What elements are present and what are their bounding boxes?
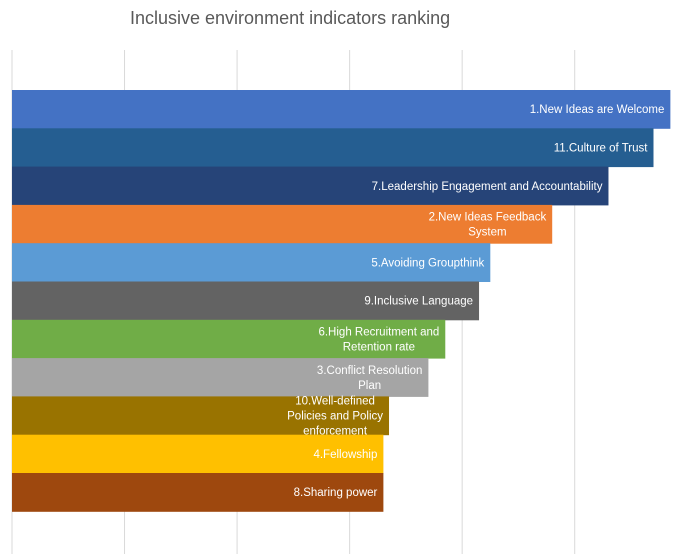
- bar-label: 6.High Recruitment and Retention rate: [318, 326, 439, 353]
- bar-label: 3.Conflict Resolution Plan: [317, 365, 422, 392]
- bar-label: 7.Leadership Engagement and Accountabili…: [372, 181, 603, 193]
- bar-label: 1.New Ideas are Welcome: [530, 104, 665, 116]
- bar-label: 4.Fellowship: [313, 449, 377, 461]
- bar-label: 9.Inclusive Language: [364, 296, 473, 308]
- bar: [12, 473, 384, 512]
- bar: [12, 434, 384, 474]
- bar-labels: 1.New Ideas are Welcome 11.Culture of Tru…: [287, 104, 664, 499]
- bar-label: 2.New Ideas Feedback System: [429, 212, 547, 239]
- bar: [12, 358, 429, 397]
- bar: [12, 243, 491, 282]
- bar: [12, 396, 390, 436]
- bar: [12, 128, 654, 168]
- bar-label: 5.Avoiding Groupthink: [371, 257, 484, 269]
- bar: [12, 90, 671, 129]
- bar: [12, 166, 609, 206]
- chart-title: Inclusive environment indicators ranking: [130, 8, 451, 28]
- bar: [12, 204, 553, 244]
- bar-label: 8.Sharing power: [294, 487, 378, 499]
- bar: [12, 319, 446, 359]
- bar-label: 10.Well-defined Policies and Policy enforc…: [287, 396, 383, 438]
- bar-label: 11.Culture of Trust: [554, 142, 649, 154]
- bars: [12, 90, 671, 512]
- bar: [12, 281, 480, 321]
